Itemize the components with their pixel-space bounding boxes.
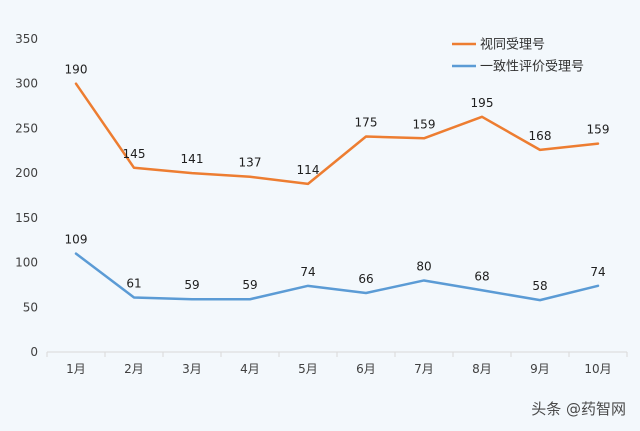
data-label: 80	[416, 259, 431, 273]
data-label: 109	[65, 233, 88, 247]
x-axis: 1月 2月 3月 4月 5月 6月 7月 8月 9月 10月	[46, 352, 628, 376]
series-line-2	[74, 252, 600, 302]
y-tick-label: 200	[15, 166, 38, 180]
x-tick-label: 6月	[356, 362, 376, 376]
data-label: 74	[590, 265, 605, 279]
x-tick-label: 1月	[66, 362, 86, 376]
data-label: 141	[181, 152, 204, 166]
y-tick-label: 0	[30, 345, 38, 359]
data-label: 159	[413, 117, 436, 131]
x-tick-label: 10月	[584, 362, 611, 376]
watermark-text: 头条 @药智网	[531, 400, 626, 418]
x-tick-label: 8月	[472, 362, 492, 376]
data-label: 175	[355, 115, 378, 129]
series-line-1	[74, 82, 600, 186]
series-layer	[74, 82, 600, 302]
x-tick-label: 2月	[124, 362, 144, 376]
data-label: 68	[474, 269, 489, 283]
y-tick-label: 350	[15, 32, 38, 46]
data-label: 195	[471, 96, 494, 110]
y-tick-label: 100	[15, 256, 38, 270]
data-label: 61	[126, 276, 141, 290]
y-tick-label: 250	[15, 121, 38, 135]
y-tick-label: 50	[23, 300, 38, 314]
y-tick-label: 300	[15, 77, 38, 91]
watermark: 头条 @药智网	[531, 400, 626, 418]
x-tick-label: 5月	[298, 362, 318, 376]
data-labels: 190 145 141 137 114 175 159 195 168 159 109 61 59 59 7…	[65, 63, 610, 293]
data-label: 168	[529, 129, 552, 143]
y-axis: 0 50 100 150 200 250 300 350	[15, 32, 38, 359]
data-label: 58	[532, 279, 547, 293]
data-label: 59	[242, 278, 257, 292]
data-label: 137	[239, 156, 262, 170]
data-label: 159	[587, 123, 610, 137]
legend-label: 一致性评价受理号	[480, 60, 584, 75]
x-tick-label: 7月	[414, 362, 434, 376]
x-tick-label: 9月	[530, 362, 550, 376]
data-label: 74	[300, 265, 315, 279]
x-tick-label: 3月	[182, 362, 202, 376]
data-label: 59	[184, 278, 199, 292]
data-label: 190	[65, 63, 88, 77]
x-tick-label: 4月	[240, 362, 260, 376]
data-label: 114	[297, 163, 320, 177]
data-label: 66	[358, 272, 373, 286]
data-label: 145	[123, 147, 146, 161]
y-tick-label: 150	[15, 211, 38, 225]
legend-label: 视同受理号	[480, 38, 545, 53]
